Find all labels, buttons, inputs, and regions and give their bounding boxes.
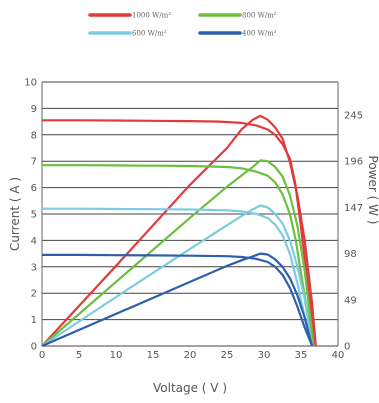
current-curve-1 <box>42 164 315 347</box>
current-curve-3 <box>42 253 314 347</box>
y-tick-label: 4 <box>31 236 37 247</box>
current-curve-0 <box>42 119 317 347</box>
power-curve-3 <box>41 252 314 348</box>
power-curve-0 <box>41 114 317 347</box>
x-tick-label: 10 <box>110 350 123 361</box>
y-axis-title: Current ( A ) <box>8 177 22 251</box>
legend-label: 600 W/m² <box>132 30 167 38</box>
grid <box>42 81 338 347</box>
power-curve-2 <box>41 204 314 347</box>
y-tick-label: 9 <box>31 104 37 115</box>
y2-tick-label: 147 <box>344 203 363 214</box>
current-curve-2 <box>42 207 314 347</box>
y2-tick-label: 0 <box>344 342 350 353</box>
legend-item: 800 W/m² <box>198 12 277 20</box>
axes <box>41 82 339 346</box>
y2-tick-label: 196 <box>344 157 363 168</box>
x-tick-label: 40 <box>332 350 345 361</box>
y-tick-label: 10 <box>24 78 37 89</box>
legend-item: 1000 W/m² <box>88 12 171 20</box>
legend-item: 400 W/m² <box>198 30 277 38</box>
y-tick-label: 2 <box>31 289 37 300</box>
y2-tick-label: 49 <box>344 295 357 306</box>
y-tick-label: 6 <box>31 183 37 194</box>
y-tick-label: 3 <box>31 262 37 273</box>
y-tick-label: 5 <box>31 210 37 221</box>
y-tick-label: 8 <box>31 130 37 141</box>
y2-tick-label: 98 <box>344 249 357 260</box>
x-tick-label: 25 <box>221 350 234 361</box>
x-tick-label: 30 <box>258 350 271 361</box>
legend-label: 400 W/m² <box>242 30 277 38</box>
legend-item: 600 W/m² <box>88 30 167 38</box>
curves <box>41 114 317 348</box>
y-tick-label: 0 <box>31 342 37 353</box>
x-tick-labels: 0 5 10 15 20 25 30 35 40 <box>39 350 345 361</box>
legend: 1000 W/m² 800 W/m² 600 W/m² 400 W/m² <box>88 12 277 38</box>
x-tick-label: 0 <box>39 350 45 361</box>
x-axis-title: Voltage ( V ) <box>153 381 227 395</box>
y-tick-label: 7 <box>31 157 37 168</box>
y2-tick-label: 245 <box>344 111 363 122</box>
legend-label: 1000 W/m² <box>132 12 171 20</box>
x-tick-label: 5 <box>76 350 82 361</box>
y-tick-label: 1 <box>31 315 37 326</box>
y-tick-labels: 0 1 2 3 4 5 6 7 8 9 10 <box>24 78 37 353</box>
x-tick-label: 35 <box>295 350 308 361</box>
y2-tick-labels: 0 49 98 147 196 245 <box>344 111 363 353</box>
y2-axis-title: Power ( W ) <box>366 156 379 225</box>
x-tick-label: 20 <box>184 350 197 361</box>
legend-label: 800 W/m² <box>242 12 277 20</box>
power-curve-1 <box>41 159 315 347</box>
x-tick-label: 15 <box>147 350 160 361</box>
